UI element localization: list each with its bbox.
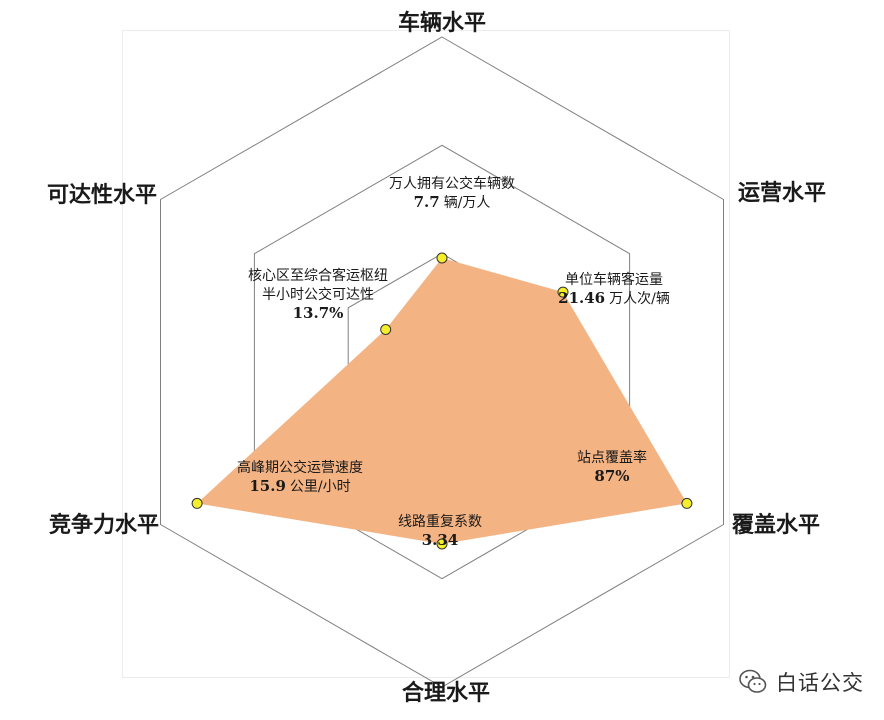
- axis-label: 可达性水平: [47, 183, 157, 208]
- axis-label: 覆盖水平: [731, 512, 820, 538]
- annotation-value: 21.46 万人次/辆: [558, 289, 670, 307]
- annotation-name: 万人拥有公交车辆数: [389, 175, 515, 192]
- axis-label: 合理水平: [402, 680, 490, 706]
- annotation-value: 87%: [594, 467, 629, 485]
- annotation-name: 站点覆盖率: [577, 449, 647, 466]
- grid-ring-3: [160, 36, 724, 688]
- annotation-name: 高峰期公交运营速度: [237, 459, 363, 476]
- annotation-value: 13.7%: [293, 304, 344, 322]
- radar-points: [191, 252, 693, 550]
- watermark: 白话公交: [738, 664, 864, 700]
- annotation-value: 15.9 公里/小时: [249, 477, 350, 495]
- data-point: [557, 286, 569, 298]
- annotation-value: 3.34: [422, 531, 459, 549]
- grid-ring-2: [253, 144, 631, 580]
- wechat-icon: [739, 669, 767, 693]
- axis-label: 竞争力水平: [49, 512, 159, 538]
- data-point: [436, 252, 448, 264]
- annotation-name: 核心区至综合客运枢纽: [248, 267, 388, 284]
- annotation-value: 7.7 辆/万人: [414, 193, 491, 211]
- axis-label: 运营水平: [738, 181, 826, 206]
- data-point: [191, 497, 203, 509]
- radar-series: [197, 258, 687, 544]
- data-point: [380, 324, 392, 335]
- series-area: [197, 258, 687, 544]
- annotation-name: 半小时公交可达性: [262, 286, 374, 303]
- annotation-name: 线路重复系数: [398, 513, 482, 530]
- annotation-name: 单位车辆客运量: [565, 271, 663, 288]
- watermark-text: 白话公交: [776, 671, 864, 695]
- axis-label: 车辆水平: [398, 10, 486, 36]
- data-point: [681, 497, 693, 509]
- data-point: [436, 538, 448, 550]
